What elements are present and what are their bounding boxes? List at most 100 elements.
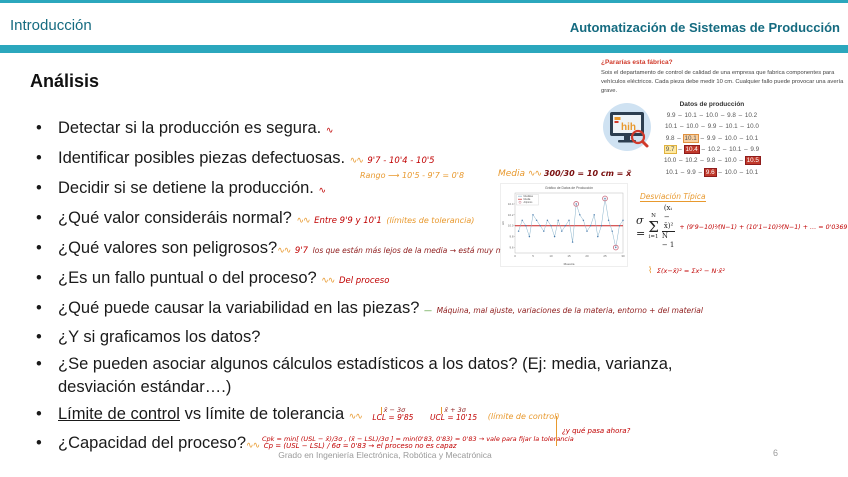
value: 10.1 (665, 168, 679, 176)
table-row: 9.8 – 10.1 – 9.9 – 10.0 – 10.1 (665, 133, 759, 143)
handwritten-note: Del proceso (338, 276, 390, 286)
value: 10.2 (685, 157, 698, 165)
orange-squiggle: ∿∿ (246, 440, 260, 450)
value: 10.1 (745, 168, 759, 176)
value: 10.1 (729, 145, 742, 153)
orange-squiggle: ∿∿ (321, 275, 335, 285)
svg-text:25: 25 (603, 254, 607, 258)
highlighted-value: 9.7 (663, 144, 677, 154)
exercise-panel: ¿Pararías esta fábrica? Sois el departam… (601, 59, 845, 178)
highlighted-value: 9.6 (703, 167, 717, 177)
list-item: • ¿Qué puede causar la variabilidad en la… (36, 299, 703, 317)
handwritten-note: los que están más lejos de la media → es… (312, 246, 510, 255)
svg-text:Media: Media (524, 198, 531, 201)
value: 10.1 (665, 123, 678, 131)
svg-text:Medidas: Medidas (524, 195, 534, 198)
control-chart: Gráfico de Datos de Producción 9.6 9.8 10.0… (500, 183, 628, 272)
value: 10.0 (686, 123, 699, 131)
table-row: 10.1 – 10.0 – 9.9 – 10.1 – 10.0 (665, 123, 759, 131)
svg-text:9.6: 9.6 (509, 246, 513, 250)
handwritten-note: Entre 9'9 y 10'1 (314, 216, 382, 226)
svg-text:10.2: 10.2 (508, 213, 514, 217)
production-table: 9.9 – 10.1 – 10.0 – 9.8 – 10.2 10.1 – 10.… (663, 110, 761, 178)
green-dash: — (423, 306, 432, 315)
value: 10.1 (745, 134, 759, 142)
value: 10.0 (746, 123, 759, 131)
handwritten-formula: Cp = (USL − LSL) / 6σ = 0'83 → el proces… (263, 442, 457, 450)
handwritten-note: Rango ⟶ 10'5 - 9'7 = 0'8 (360, 171, 465, 180)
list-item: • ¿Es un fallo puntual o del proceso? ∿∿ … (36, 269, 390, 287)
orange-squiggle: ∿∿ (277, 245, 291, 255)
value: 9.9 (687, 168, 696, 176)
handwritten-note: 9'7 - 10'4 - 10'5 (367, 156, 435, 166)
highlighted-value: 10.4 (683, 144, 700, 154)
underlined-term: Límite de control (58, 405, 180, 423)
table-row: 10.1 – 9.9 – 9.6 – 10.0 – 10.1 (665, 167, 759, 177)
handwritten-note: 9'7 (294, 246, 309, 256)
svg-text:Gráfico de Datos de Producción: Gráfico de Datos de Producción (545, 186, 593, 190)
table-row: 10.0 – 10.2 – 9.8 – 10.0 – 10.5 (664, 156, 761, 166)
table-row: 9.9 – 10.1 – 10.0 – 9.8 – 10.2 (666, 111, 758, 119)
value: 10.0 (705, 111, 719, 119)
handwritten-expansion: + (9'9−10)²⁄(N−1) + (10'1−10)²⁄(N−1) + …… (679, 223, 848, 231)
svg-text:Atípicos: Atípicos (524, 201, 534, 204)
value: 9.9 (750, 145, 760, 153)
svg-text:9.8: 9.8 (509, 235, 513, 239)
handwritten-note: (límite de control) (487, 412, 560, 421)
media-note: Media ∿∿ 300/30 = 10 cm = x̄ (498, 169, 632, 179)
svg-text:10.4: 10.4 (508, 202, 514, 206)
orange-brace: ⌇ (648, 265, 653, 276)
handwritten-formula: Cpk = min[ (USL − x̄)/3σ , (x̄ − LSL)/3σ… (262, 435, 574, 443)
summation-symbol: N Σ i=1 (648, 213, 659, 240)
value: 9.8 (665, 134, 675, 142)
value: 10.1 (684, 111, 697, 119)
svg-text:5: 5 (532, 254, 534, 258)
course-title: Automatización de Sistemas de Producción (569, 20, 840, 35)
handwritten-identity: Σ(x−x̄)² = Σx² − N·x̄² (656, 267, 725, 276)
red-scribble: ∿ (325, 126, 334, 136)
header-divider-bar (0, 45, 848, 53)
orange-squiggle: ∿∿ (348, 411, 363, 421)
value: 9.9 (707, 123, 717, 131)
list-item: • Detectar si la producción es segura. ∿ (36, 119, 334, 137)
highlighted-value: 10.1 (682, 133, 699, 143)
list-item: • ¿Se pueden asociar algunos cálculos est… (36, 355, 673, 396)
highlighted-value: 10.5 (744, 156, 761, 166)
deviation-formula: Desviación Típica σ = N Σ i=1 (xᵢ − x̄)²… (636, 186, 848, 278)
value: 10.2 (707, 145, 721, 153)
svg-text:Muestra: Muestra (564, 262, 575, 266)
table-title: Datos de producción (679, 100, 745, 108)
svg-text:cm: cm (501, 221, 505, 226)
list-item: • Identificar posibles piezas defectuosas… (30, 147, 754, 180)
fraction: (xᵢ − x̄)² N − 1 (661, 204, 676, 250)
svg-text:10: 10 (549, 254, 553, 258)
page-number: 6 (773, 448, 779, 458)
svg-text:0: 0 (514, 254, 516, 258)
value: 9.8 (706, 157, 716, 165)
side-note: ¿y qué pasa ahora? (556, 416, 630, 446)
value: 10.0 (664, 157, 677, 165)
svg-text:hih: hih (621, 122, 636, 133)
formula-label: Desviación Típica (640, 192, 706, 202)
section-title: Introducción (10, 17, 92, 34)
list-item: • Decidir si se detiene la producción. ∿ (36, 179, 327, 197)
svg-text:15: 15 (567, 254, 571, 258)
value: 10.0 (724, 168, 737, 176)
handwritten-note: (límites de tolerancia) (386, 216, 475, 225)
list-item: • ¿Capacidad del proceso?∿∿ Cp = (USL − L… (36, 434, 457, 452)
value: 10.1 (725, 123, 738, 131)
svg-text:10.0: 10.0 (508, 224, 514, 228)
exercise-question: ¿Pararías esta fábrica? (601, 59, 673, 66)
red-scribble: ∿ (318, 186, 327, 196)
bullet-list: • Detectar si la producción es segura. ∿ … (30, 117, 754, 462)
ucl-annotation: x̄ + 3σ UCL = 10'15 (430, 405, 478, 423)
list-item: • ¿Qué valores son peligrosos?∿∿ 9'7 los … (36, 239, 510, 257)
exercise-statement: Sois el departamento de control de calid… (601, 70, 844, 94)
sigma-symbol: σ = (636, 214, 646, 241)
list-item: • ¿Qué valor consideráis normal? ∿∿ Entre… (36, 209, 475, 227)
value: 10.0 (724, 134, 737, 142)
svg-text:30: 30 (621, 254, 625, 258)
value: 10.0 (724, 157, 737, 165)
page-title: Análisis (30, 71, 100, 91)
